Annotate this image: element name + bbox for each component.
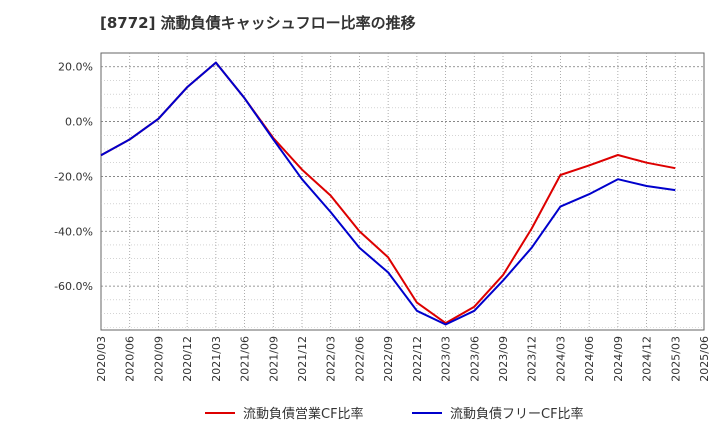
series-line [100, 61, 676, 326]
x-tick-label: 2024/06 [583, 336, 596, 382]
legend: 流動負債営業CF比率 流動負債フリーCF比率 [205, 406, 584, 422]
y-tick-label: -60.0% [54, 280, 93, 293]
y-axis-ticks: 20.0% 0.0% -20.0% -40.0% -60.0% [54, 61, 93, 293]
x-tick-label: 2020/03 [95, 336, 108, 382]
x-tick-label: 2022/06 [353, 336, 366, 382]
y-tick-label: -40.0% [54, 225, 93, 238]
y-tick-label: -20.0% [54, 170, 93, 183]
x-tick-label: 2024/09 [612, 336, 625, 382]
x-tick-label: 2020/12 [181, 336, 194, 382]
x-tick-label: 2021/09 [267, 336, 280, 382]
y-tick-label: 0.0% [65, 116, 93, 129]
x-tick-label: 2021/06 [239, 336, 252, 382]
x-tick-label: 2021/12 [296, 336, 309, 382]
x-tick-label: 2023/12 [526, 336, 539, 382]
series-lines [100, 61, 676, 326]
x-tick-label: 2020/09 [152, 336, 165, 382]
x-tick-label: 2021/03 [210, 336, 223, 382]
x-tick-label: 2020/06 [124, 336, 137, 382]
x-tick-label: 2024/03 [554, 336, 567, 382]
x-tick-label: 2025/03 [669, 336, 682, 382]
x-axis-ticks: 2020/03 2020/06 2020/09 2020/12 2021/03 2021/… [95, 336, 711, 382]
y-tick-label: 20.0% [58, 61, 93, 74]
legend-label: 流動負債営業CF比率 [243, 406, 364, 422]
chart-title: [8772] 流動負債キャッシュフロー比率の推移 [100, 14, 416, 32]
x-tick-label: 2022/12 [411, 336, 424, 382]
plot-area [100, 52, 705, 331]
x-tick-label: 2025/06 [698, 336, 711, 382]
x-tick-label: 2023/06 [468, 336, 481, 382]
x-tick-label: 2024/12 [641, 336, 654, 382]
grid-lines [101, 53, 704, 330]
x-tick-label: 2022/03 [325, 336, 338, 382]
x-tick-label: 2023/09 [497, 336, 510, 382]
x-tick-label: 2023/03 [440, 336, 453, 382]
legend-label: 流動負債フリーCF比率 [450, 406, 584, 422]
x-tick-label: 2022/09 [382, 336, 395, 382]
